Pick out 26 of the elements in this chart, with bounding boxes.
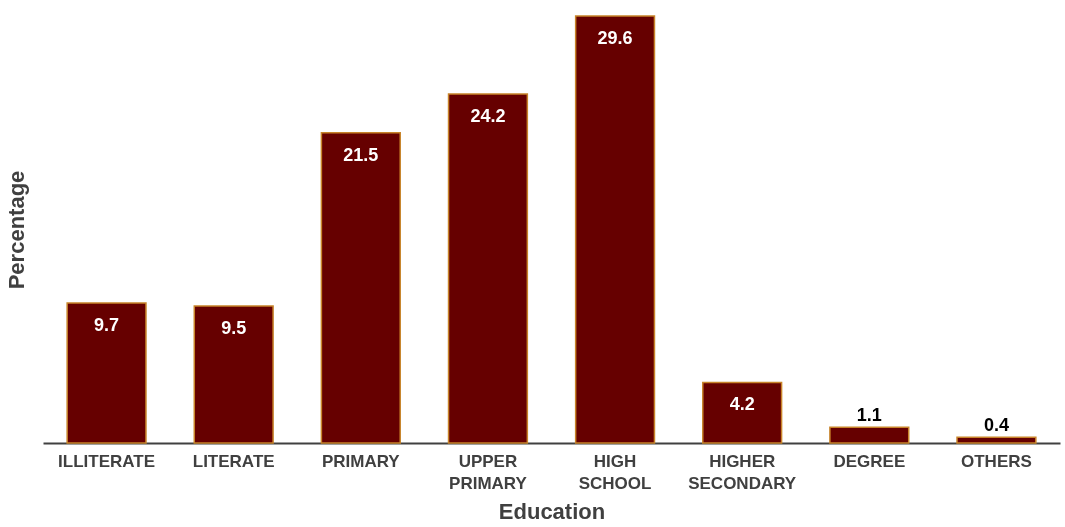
data-label: 21.5 <box>343 144 379 165</box>
x-tick-label: UPPER PRIMARY <box>449 451 528 493</box>
data-label: 9.5 <box>221 317 247 338</box>
x-axis-title: Education <box>498 498 606 524</box>
x-tick-label: LITERATE <box>192 451 275 471</box>
bar <box>193 305 274 444</box>
bar <box>956 436 1037 444</box>
data-label: 1.1 <box>856 405 882 426</box>
bar <box>702 381 783 444</box>
data-label: 24.2 <box>470 105 506 126</box>
x-tick-label: HIGH SCHOOL <box>578 451 652 493</box>
data-label: 4.2 <box>729 394 755 415</box>
x-tick-label: HIGHER SECONDARY <box>688 451 797 493</box>
bar <box>829 426 910 444</box>
bar <box>320 132 401 444</box>
x-tick-label: PRIMARY <box>321 451 401 471</box>
x-tick-label: ILLITERATE <box>58 451 156 471</box>
data-label: 9.7 <box>94 315 120 336</box>
bar <box>447 93 529 444</box>
x-tick-label: DEGREE <box>833 451 906 471</box>
bar <box>574 15 656 444</box>
data-label: 29.6 <box>597 28 633 48</box>
bar <box>66 302 147 444</box>
data-label: 0.4 <box>983 415 1009 436</box>
x-tick-label: OTHERS <box>961 451 1032 471</box>
y-axis-title: Percentage <box>3 170 29 290</box>
